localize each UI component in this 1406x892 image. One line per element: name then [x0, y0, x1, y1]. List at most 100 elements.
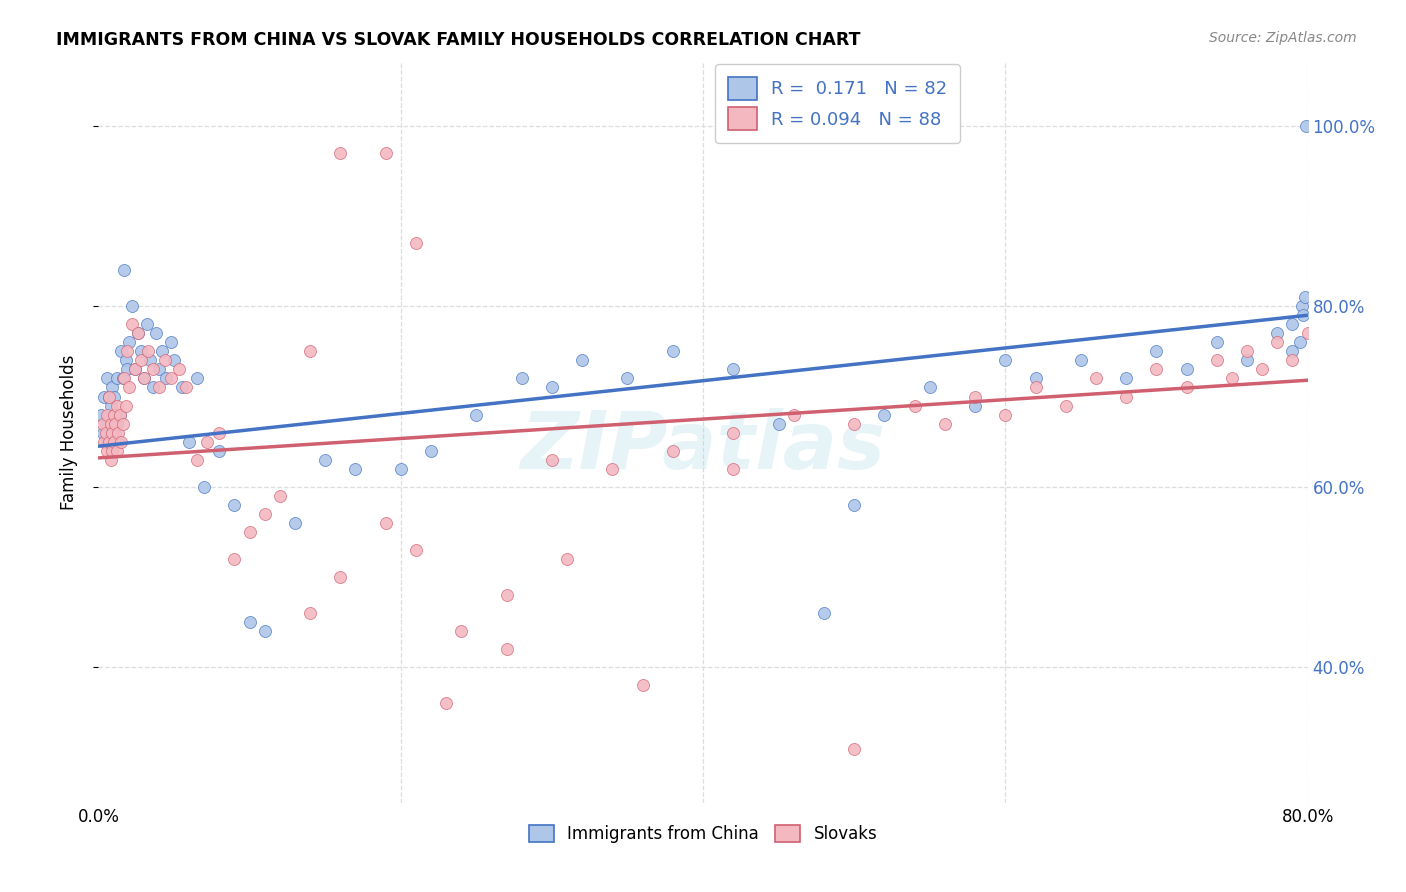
Point — [844, 741, 866, 756]
Point — [121, 299, 143, 313]
Point — [1236, 353, 1258, 368]
Point — [150, 344, 173, 359]
Point — [208, 443, 231, 458]
Point — [148, 362, 170, 376]
Point — [965, 399, 987, 413]
Point — [186, 452, 208, 467]
Point — [100, 399, 122, 413]
Point — [208, 425, 231, 440]
Point — [94, 417, 117, 431]
Point — [132, 371, 155, 385]
Point — [239, 524, 262, 539]
Point — [1085, 371, 1108, 385]
Point — [1294, 290, 1316, 304]
Point — [1115, 371, 1137, 385]
Point — [115, 362, 138, 376]
Point — [405, 235, 427, 250]
Point — [104, 417, 127, 431]
Point — [107, 434, 129, 449]
Point — [434, 697, 457, 711]
Point — [1291, 299, 1313, 313]
Point — [631, 678, 654, 692]
Point — [1251, 362, 1274, 376]
Point — [299, 344, 322, 359]
Point — [111, 371, 134, 385]
Point — [111, 417, 134, 431]
Point — [160, 335, 183, 350]
Text: Source: ZipAtlas.com: Source: ZipAtlas.com — [1209, 31, 1357, 45]
Point — [112, 263, 135, 277]
Point — [170, 380, 193, 394]
Point — [93, 390, 115, 404]
Point — [93, 434, 115, 449]
Point — [195, 434, 218, 449]
Point — [783, 408, 806, 422]
Point — [100, 417, 122, 431]
Point — [510, 371, 533, 385]
Point — [115, 344, 138, 359]
Point — [571, 353, 593, 368]
Point — [344, 461, 367, 475]
Point — [114, 399, 136, 413]
Point — [103, 408, 125, 422]
Point — [129, 344, 152, 359]
Point — [163, 353, 186, 368]
Point — [1144, 344, 1167, 359]
Point — [1386, 335, 1406, 350]
Legend: Immigrants from China, Slovaks: Immigrants from China, Slovaks — [522, 819, 884, 850]
Point — [107, 425, 129, 440]
Point — [155, 371, 177, 385]
Point — [768, 417, 790, 431]
Point — [98, 434, 121, 449]
Point — [224, 498, 246, 512]
Point — [110, 344, 132, 359]
Point — [1289, 335, 1312, 350]
Point — [1267, 326, 1289, 341]
Point — [105, 417, 128, 431]
Point — [110, 434, 132, 449]
Point — [127, 326, 149, 341]
Point — [450, 624, 472, 639]
Point — [284, 516, 307, 530]
Point — [145, 326, 167, 341]
Point — [179, 434, 201, 449]
Point — [1206, 335, 1229, 350]
Point — [127, 326, 149, 341]
Point — [329, 145, 352, 160]
Point — [142, 362, 165, 376]
Point — [103, 434, 125, 449]
Point — [1267, 335, 1289, 350]
Point — [602, 461, 624, 475]
Point — [105, 371, 128, 385]
Point — [1175, 380, 1198, 394]
Point — [114, 353, 136, 368]
Point — [904, 399, 927, 413]
Point — [495, 588, 517, 602]
Point — [124, 362, 146, 376]
Point — [101, 443, 124, 458]
Point — [118, 380, 141, 394]
Point — [100, 425, 122, 440]
Point — [1024, 371, 1046, 385]
Point — [1292, 308, 1315, 322]
Point — [374, 516, 396, 530]
Point — [1206, 353, 1229, 368]
Point — [1357, 318, 1379, 332]
Point — [934, 417, 956, 431]
Point — [374, 145, 396, 160]
Text: IMMIGRANTS FROM CHINA VS SLOVAK FAMILY HOUSEHOLDS CORRELATION CHART: IMMIGRANTS FROM CHINA VS SLOVAK FAMILY H… — [56, 31, 860, 49]
Point — [101, 425, 124, 440]
Point — [495, 642, 517, 657]
Point — [186, 371, 208, 385]
Point — [96, 371, 118, 385]
Point — [193, 480, 215, 494]
Text: ZIPatlas: ZIPatlas — [520, 409, 886, 486]
Point — [112, 371, 135, 385]
Point — [103, 434, 125, 449]
Point — [118, 335, 141, 350]
Point — [135, 318, 157, 332]
Point — [1175, 362, 1198, 376]
Point — [91, 417, 114, 431]
Point — [96, 434, 118, 449]
Point — [1295, 119, 1317, 133]
